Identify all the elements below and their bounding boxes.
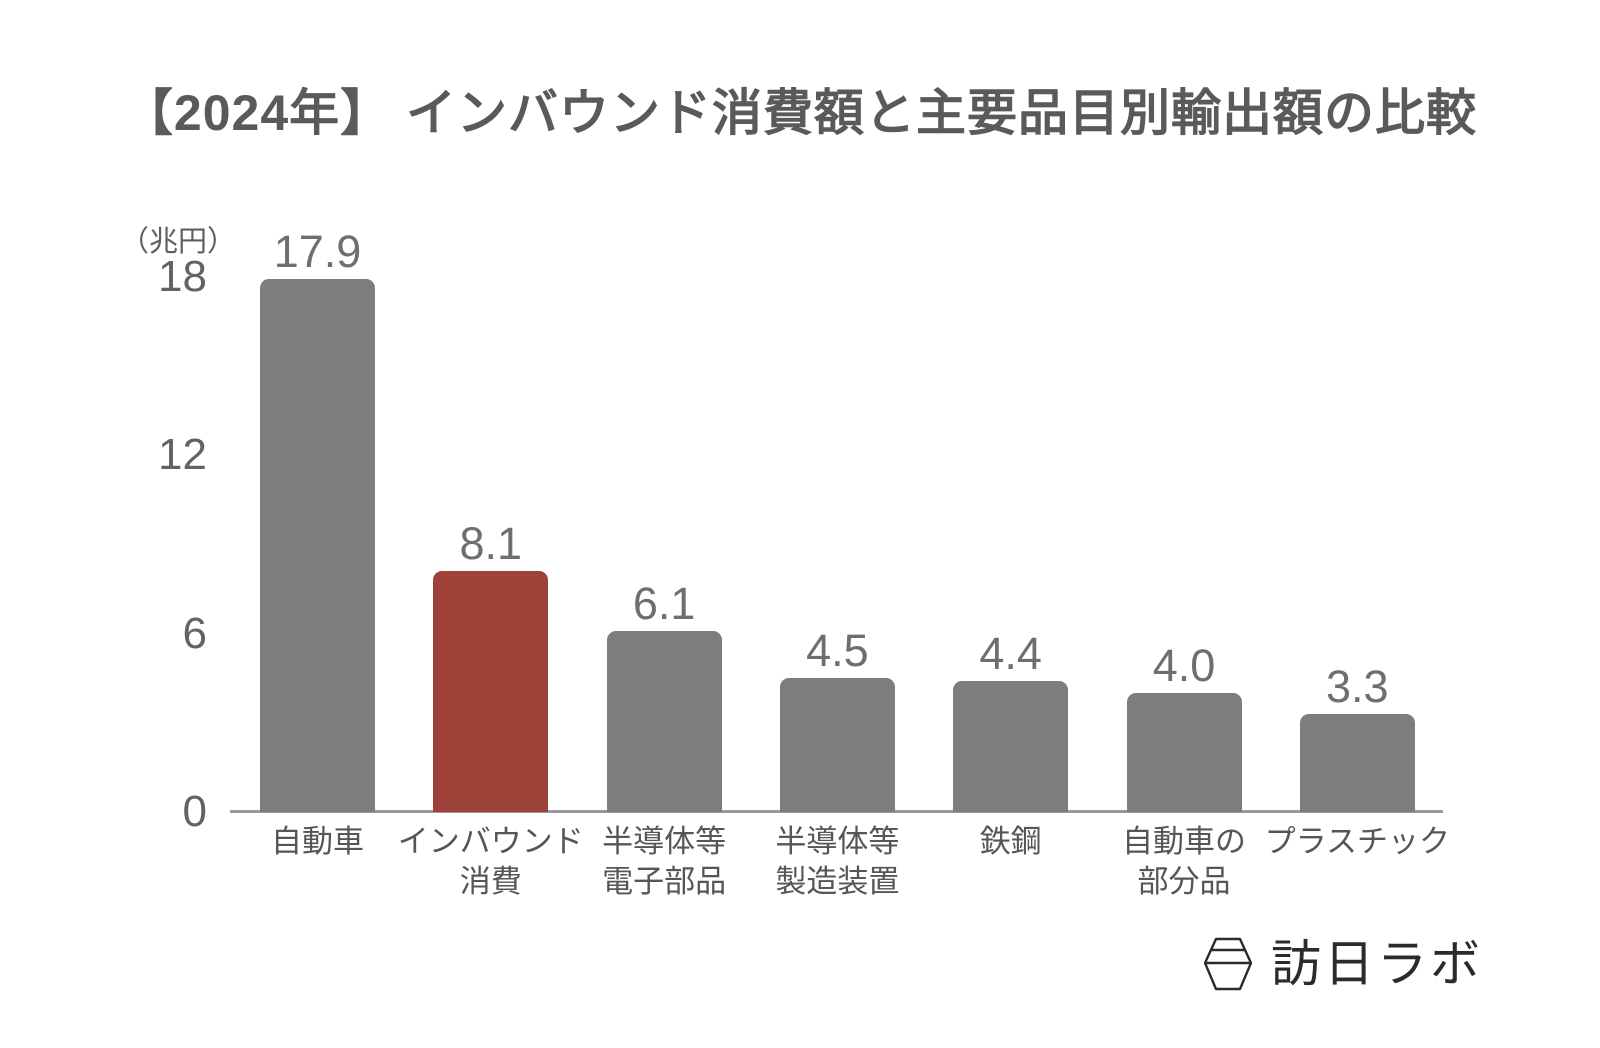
y-tick-label: 18 (158, 251, 207, 301)
bar-series (606, 630, 722, 812)
y-tick-label: 6 (182, 608, 207, 658)
category-label: 半導体等 製造装置 (775, 824, 900, 900)
y-tick-label: 12 (158, 430, 207, 479)
chart-title: 【2024年】 インバウンド消費額と主要品目別輸出額の比較 (122, 85, 1478, 141)
bar-series (1126, 693, 1242, 812)
bar-series (779, 678, 895, 812)
bar-value-label: 4.5 (806, 625, 869, 677)
bar-highlight (433, 571, 549, 812)
brand-logo-text: 訪日ラボ (1271, 936, 1483, 992)
bar-value-label: 4.4 (979, 628, 1042, 680)
category-label: 半導体等 電子部品 (602, 824, 727, 900)
brand-logo: 訪日ラボ (1203, 936, 1483, 992)
bar-series (260, 279, 375, 812)
bar-value-label: 17.9 (273, 226, 362, 278)
category-label: 自動車 (271, 824, 364, 859)
y-axis-unit-label: （兆円） (119, 226, 236, 258)
y-tick-label: 0 (182, 787, 207, 836)
bar-value-label: 4.0 (1152, 640, 1216, 691)
category-label: 鉄鋼 (979, 824, 1042, 859)
bar-value-label: 6.1 (632, 577, 696, 629)
category-label: プラスチック (1264, 824, 1450, 859)
category-label: インバウンド 消費 (397, 824, 584, 900)
bar-value-label: 8.1 (459, 518, 523, 570)
bar-value-label: 3.3 (1326, 660, 1389, 712)
hexagon-lantern-icon (1203, 937, 1253, 991)
bar-series (1299, 713, 1415, 812)
bar-series (953, 681, 1069, 812)
category-label: 自動車の 部分品 (1122, 824, 1246, 900)
